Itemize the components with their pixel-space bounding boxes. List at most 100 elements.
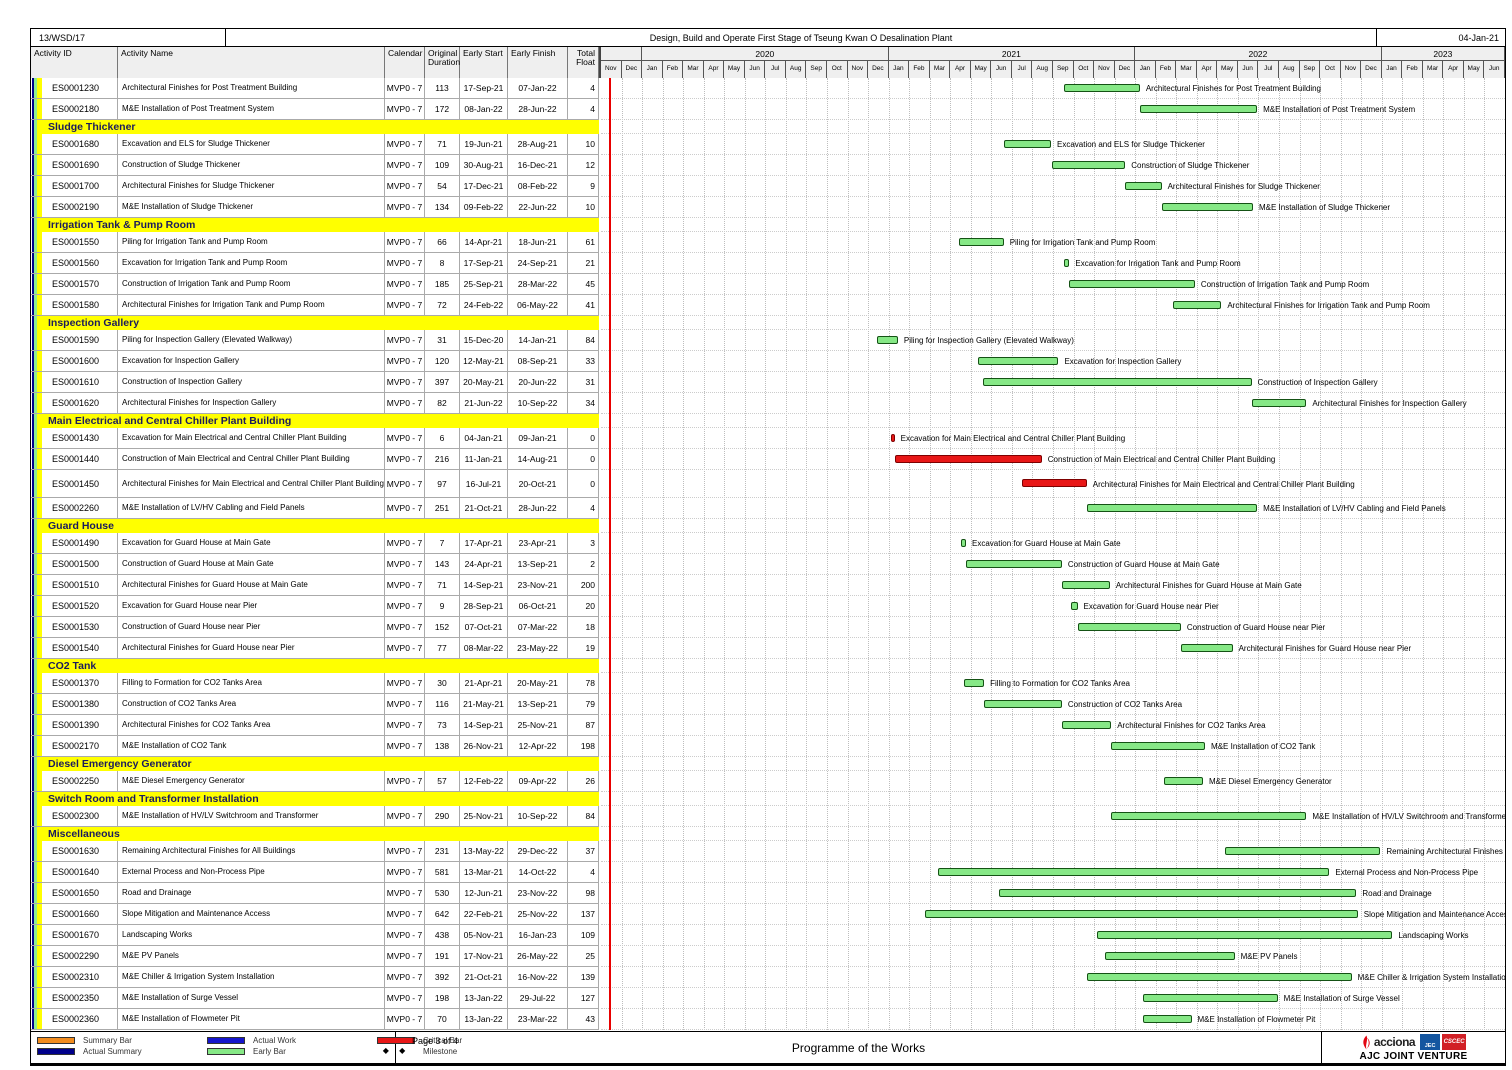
month-cell: Oct xyxy=(1320,61,1341,78)
cell-activity-name: M&E Installation of Post Treatment Syste… xyxy=(118,99,385,119)
column-header-calendar: Calendar xyxy=(385,47,425,78)
row-gridline xyxy=(601,1029,1505,1030)
cell-calendar: MVP0 - 7 xyxy=(385,351,425,371)
footer-band: Summary Bar Actual Summary Actual Work Earl… xyxy=(31,1031,1505,1065)
row-gridline xyxy=(601,448,1505,449)
cell-early-finish: 23-Nov-22 xyxy=(508,883,568,903)
gantt-bar-label: M&E Installation of Sludge Thickener xyxy=(1258,203,1391,212)
cell-early-start: 24-Feb-22 xyxy=(460,295,508,315)
cell-total-float: 84 xyxy=(568,806,599,826)
month-cell: Mar xyxy=(1176,61,1197,78)
gantt-bar-early xyxy=(1125,181,1162,190)
gantt-bar-label: Remaining Architectural Finishes for All… xyxy=(1386,847,1505,856)
cell-calendar: MVP0 - 7 xyxy=(385,862,425,882)
gantt-bar-label: Architectural Finishes for Guard House a… xyxy=(1115,581,1302,590)
cell-original-duration: 31 xyxy=(425,330,460,350)
section-label: Guard House xyxy=(38,519,599,533)
cell-activity-name: Construction of Inspection Gallery xyxy=(118,372,385,392)
cell-total-float: 41 xyxy=(568,295,599,315)
cell-activity-id: ES0001620 xyxy=(42,393,118,413)
cell-early-finish: 25-Nov-22 xyxy=(508,904,568,924)
month-cell: Dec xyxy=(621,61,643,78)
cell-activity-name: Architectural Finishes for Post Treatmen… xyxy=(118,78,385,98)
cell-activity-id: ES0002170 xyxy=(42,736,118,756)
month-cell: Oct xyxy=(1073,61,1095,78)
cell-early-finish: 07-Mar-22 xyxy=(508,617,568,637)
gantt-bar-early xyxy=(1139,104,1258,113)
gantt-bar-critical xyxy=(895,454,1042,463)
cell-calendar: MVP0 - 7 xyxy=(385,694,425,714)
legend-label: Critical Bar xyxy=(423,1035,463,1045)
cell-activity-id: ES0002290 xyxy=(42,946,118,966)
month-cell: Jun xyxy=(991,61,1012,78)
month-gridline xyxy=(1135,78,1137,1030)
table-row: ES0001430 Excavation for Main Electrical … xyxy=(31,428,599,449)
gantt-bar-label: Excavation for Guard House near Pier xyxy=(1083,602,1219,611)
row-gridline xyxy=(601,119,1505,120)
legend-item: Critical Bar xyxy=(377,1035,547,1045)
month-cell: Sep xyxy=(1299,61,1321,78)
gantt-bar-label: M&E Installation of Flowmeter Pit xyxy=(1197,1015,1316,1024)
cell-early-start: 13-Jan-22 xyxy=(460,1009,508,1029)
month-gridline xyxy=(888,78,890,1030)
cell-original-duration: 138 xyxy=(425,736,460,756)
gantt-bar-early xyxy=(877,335,898,344)
gantt-bar-early xyxy=(1071,601,1078,610)
cell-early-start: 13-May-22 xyxy=(460,841,508,861)
cell-early-finish: 28-Jun-22 xyxy=(508,99,568,119)
month-cell: Sep xyxy=(806,61,827,78)
cell-calendar: MVP0 - 7 xyxy=(385,295,425,315)
cell-total-float: 31 xyxy=(568,372,599,392)
cell-early-start: 19-Jun-21 xyxy=(460,134,508,154)
cell-calendar: MVP0 - 7 xyxy=(385,575,425,595)
gantt-bar-label: Construction of Guard House at Main Gate xyxy=(1067,560,1220,569)
month-gridline xyxy=(1443,78,1445,1030)
cell-original-duration: 392 xyxy=(425,967,460,987)
cell-total-float: 26 xyxy=(568,771,599,791)
month-gridline xyxy=(1299,78,1301,1030)
month-gridline xyxy=(847,78,849,1030)
column-header-band: Activity ID Activity Name Calendar Origi… xyxy=(31,47,1505,78)
gantt-bar-label: Excavation for Inspection Gallery xyxy=(1064,357,1182,366)
cell-early-start: 17-Dec-21 xyxy=(460,176,508,196)
table-row: ES0001370 Filling to Formation for CO2 Ta… xyxy=(31,673,599,694)
section-label: Inspection Gallery xyxy=(38,316,599,330)
gantt-bar-label: M&E Installation of CO2 Tank xyxy=(1211,742,1316,751)
month-cell: Oct xyxy=(827,61,848,78)
cell-activity-name: Architectural Finishes for Main Electric… xyxy=(118,470,385,497)
gantt-bar-early xyxy=(1077,622,1181,631)
cell-total-float: 4 xyxy=(568,99,599,119)
row-gridline xyxy=(601,217,1505,218)
row-gridline xyxy=(601,945,1505,946)
cell-original-duration: 185 xyxy=(425,274,460,294)
month-gridline xyxy=(950,78,952,1030)
cell-activity-id: ES0001370 xyxy=(42,673,118,693)
cell-calendar: MVP0 - 7 xyxy=(385,946,425,966)
month-gridline xyxy=(1094,78,1096,1030)
month-gridline xyxy=(1361,78,1363,1030)
table-row: ES0001550 Piling for Irrigation Tank and … xyxy=(31,232,599,253)
legend-label: Early Bar xyxy=(253,1046,286,1056)
cell-activity-id: ES0001510 xyxy=(42,575,118,595)
cell-early-start: 20-May-21 xyxy=(460,372,508,392)
cell-activity-id: ES0002350 xyxy=(42,988,118,1008)
cell-total-float: 79 xyxy=(568,694,599,714)
row-gridline xyxy=(601,840,1505,841)
cell-early-finish: 14-Oct-22 xyxy=(508,862,568,882)
legend-label: Actual Work xyxy=(253,1035,296,1045)
gantt-bar-label: Excavation for Guard House at Main Gate xyxy=(972,539,1121,548)
joint-venture-name: AJC JOINT VENTURE xyxy=(1359,1050,1468,1062)
section-label: Irrigation Tank & Pump Room xyxy=(38,218,599,232)
cell-calendar: MVP0 - 7 xyxy=(385,155,425,175)
cell-early-start: 14-Apr-21 xyxy=(460,232,508,252)
cell-total-float: 87 xyxy=(568,715,599,735)
cell-original-duration: 143 xyxy=(425,554,460,574)
acciona-wordmark: acciona xyxy=(1373,1035,1416,1049)
cell-calendar: MVP0 - 7 xyxy=(385,78,425,98)
cell-early-start: 09-Feb-22 xyxy=(460,197,508,217)
legend: Summary Bar Actual Summary Actual Work Earl… xyxy=(31,1032,462,1063)
month-cell: Dec xyxy=(868,61,889,78)
cell-calendar: MVP0 - 7 xyxy=(385,428,425,448)
month-cell: Jul xyxy=(1011,61,1033,78)
month-cell: May xyxy=(724,61,745,78)
